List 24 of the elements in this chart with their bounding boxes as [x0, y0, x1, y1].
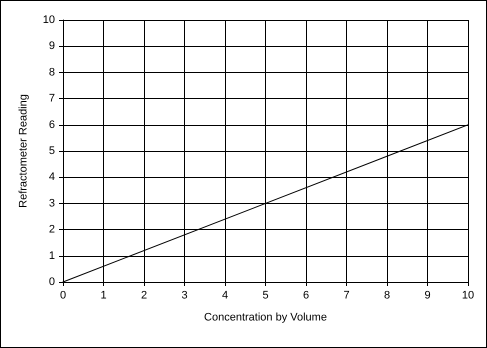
- y-tick-label: 2: [48, 224, 55, 236]
- y-tick-label: 1: [48, 250, 55, 262]
- x-tick-label: 8: [384, 290, 390, 302]
- x-tick-label: 0: [60, 290, 66, 302]
- y-tick-label: 3: [48, 197, 55, 210]
- y-tick-label: 0: [48, 276, 55, 288]
- x-tick-label: 5: [262, 290, 269, 302]
- y-axis-title: Refractometer Reading: [18, 94, 30, 208]
- y-tick-label: 4: [48, 171, 55, 184]
- y-tick-label: 8: [48, 66, 55, 78]
- x-tick-label: 4: [222, 290, 228, 302]
- y-tick-label: 9: [48, 40, 55, 52]
- y-tick-label: 7: [48, 92, 55, 105]
- x-tick-label: 6: [302, 290, 310, 302]
- x-tick-label: 10: [462, 290, 474, 302]
- x-tick-label: 1: [100, 290, 107, 302]
- x-tick-label: 9: [424, 290, 431, 302]
- y-tick-label: 6: [48, 118, 55, 131]
- x-axis-title: Concentration by Volume: [204, 312, 327, 324]
- x-tick-label: 3: [181, 290, 188, 302]
- x-tick-label: 2: [140, 290, 148, 302]
- y-tick-label: 5: [48, 145, 55, 157]
- y-tick-label: 10: [42, 14, 55, 26]
- x-tick-label: 7: [343, 290, 350, 302]
